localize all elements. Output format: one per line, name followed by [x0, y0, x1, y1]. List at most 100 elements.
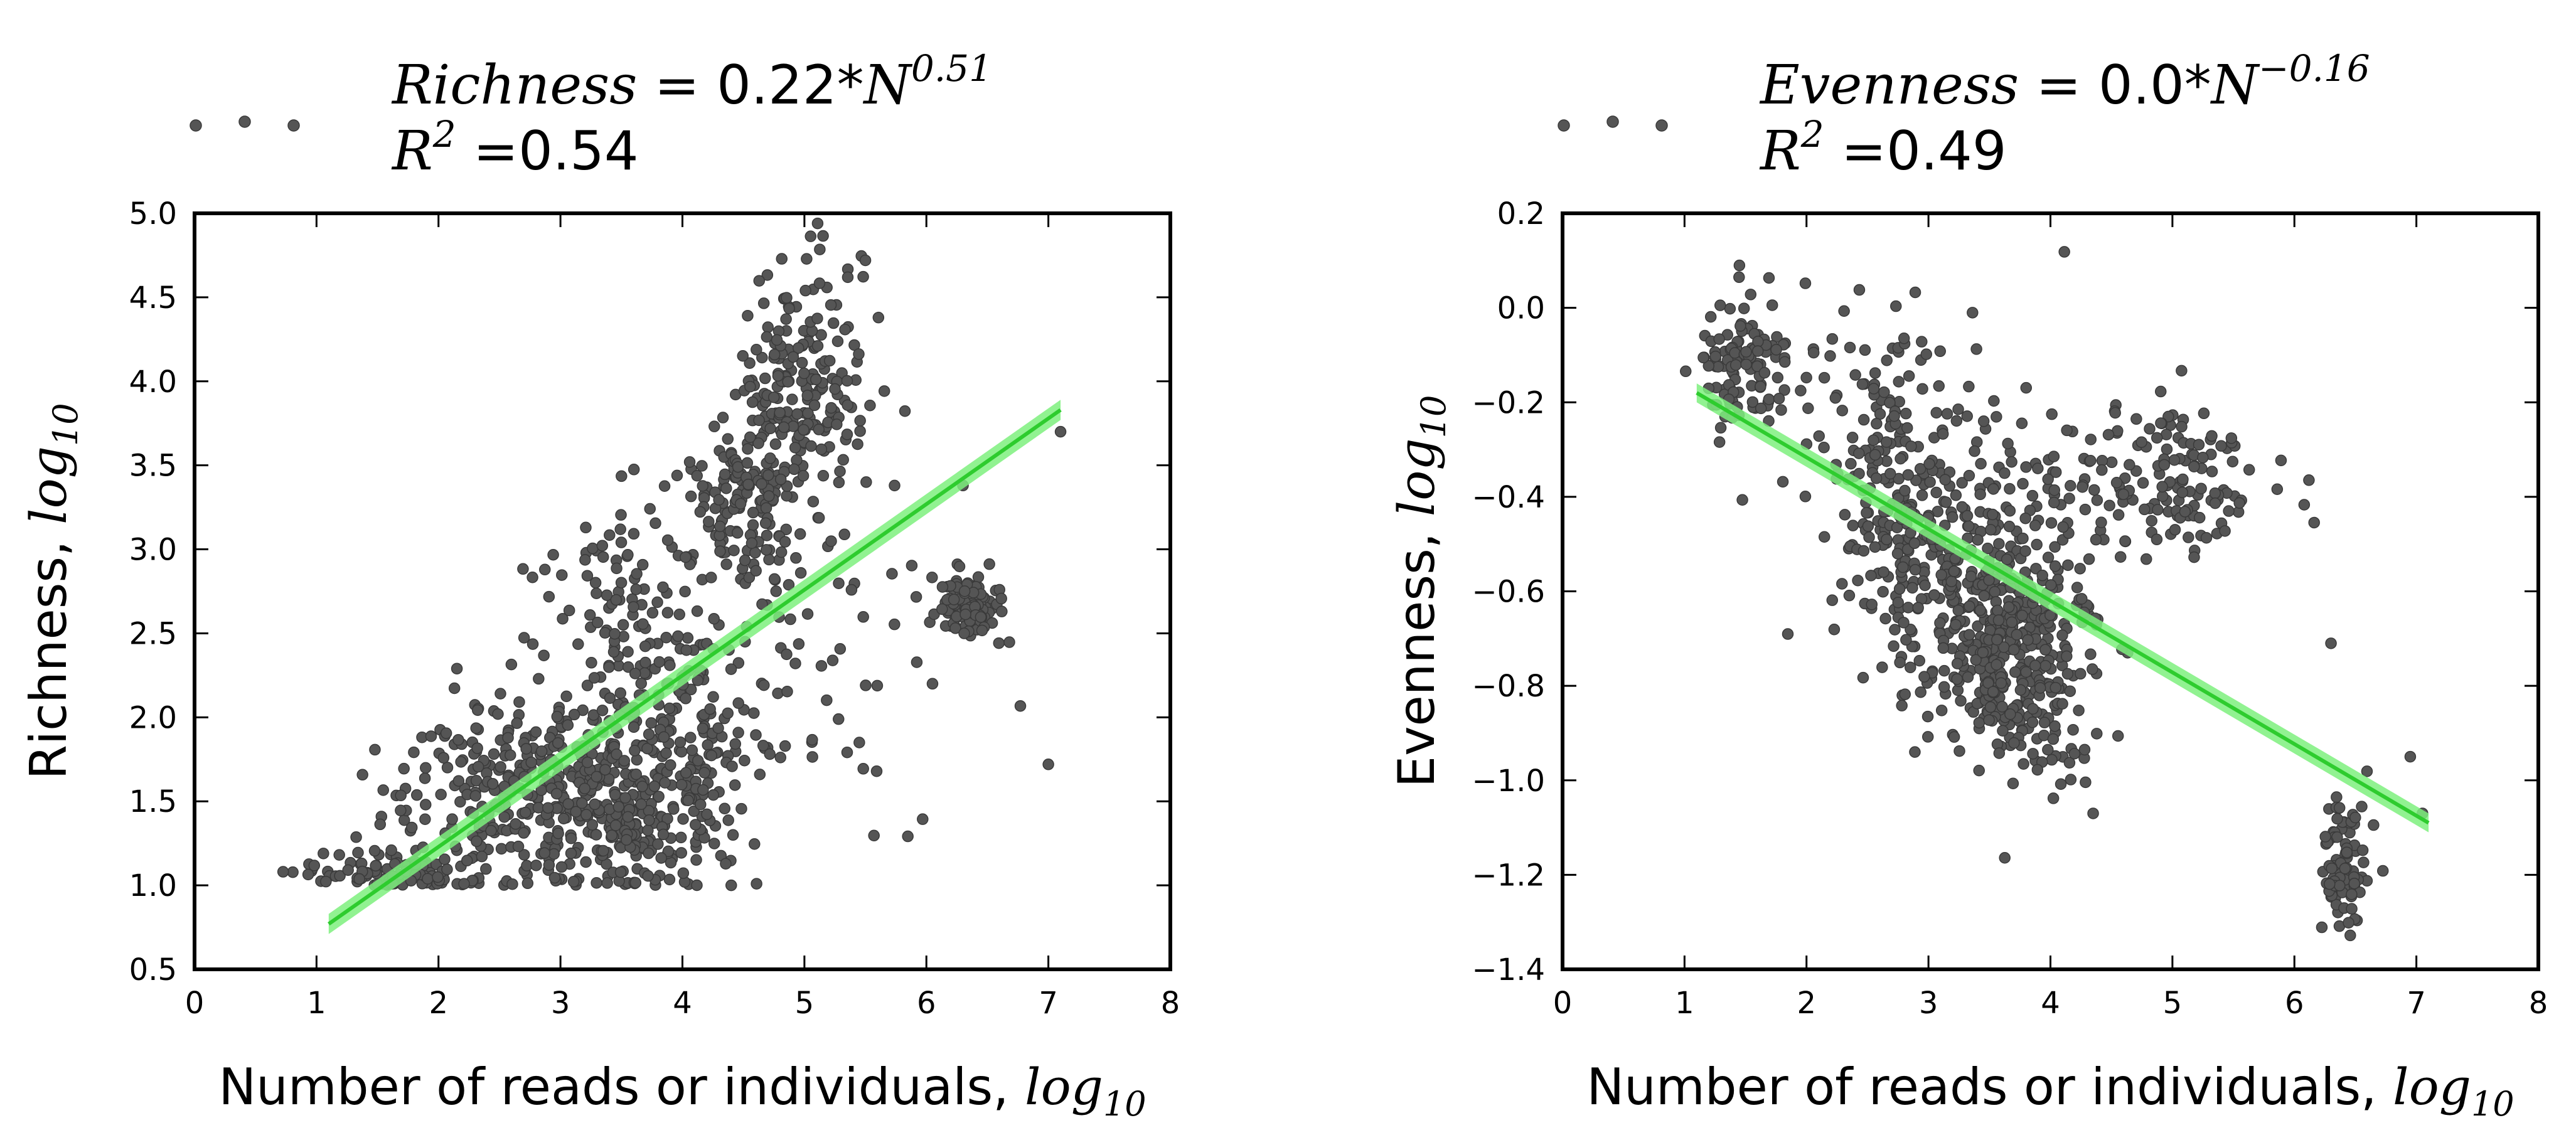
data-point	[1857, 671, 1869, 684]
chart-panel-1: 0 1 2 3 4 5 6 7 8 0.5 1.0 1.5 2.0 2.5 3.0 3.5 4.0 4.5 5.0 N…	[19, 47, 1180, 1124]
data-point	[1738, 302, 1750, 314]
data-point	[2006, 455, 2018, 468]
y-tick-label: −0.2	[1472, 385, 1545, 420]
data-point	[1888, 410, 1900, 422]
y-tick-label: 3.0	[129, 533, 177, 568]
data-point	[318, 848, 329, 860]
data-point	[663, 873, 676, 886]
data-point	[538, 649, 550, 661]
data-point	[1918, 671, 1930, 683]
data-point	[1807, 346, 1820, 359]
data-point	[1909, 746, 1921, 758]
data-point	[725, 879, 737, 892]
data-point	[1934, 617, 1946, 629]
data-point	[2308, 516, 2320, 529]
data-point	[1876, 661, 1888, 673]
data-point	[720, 858, 732, 870]
data-point	[1775, 404, 1787, 416]
data-point	[657, 828, 670, 841]
data-point	[2007, 777, 2019, 790]
data-point	[853, 737, 865, 748]
data-point	[1937, 428, 1949, 440]
data-point	[725, 663, 737, 675]
data-point	[615, 536, 628, 548]
data-point	[735, 802, 747, 815]
data-point	[910, 591, 922, 603]
data-point	[748, 707, 760, 719]
data-point	[1003, 636, 1015, 648]
data-point	[599, 764, 611, 776]
data-point	[1884, 467, 1896, 480]
data-point	[517, 563, 529, 575]
data-point	[889, 618, 901, 631]
data-point	[2014, 684, 2027, 696]
data-point	[1836, 578, 1848, 590]
data-point	[628, 464, 640, 476]
data-point	[853, 348, 865, 360]
x-tick-label: 4	[673, 986, 692, 1021]
data-point	[2031, 764, 2044, 776]
data-point	[845, 583, 858, 596]
data-point	[1729, 359, 1742, 371]
data-point	[2075, 668, 2087, 680]
data-point	[691, 605, 703, 617]
data-point	[470, 722, 482, 734]
data-point	[1862, 520, 1874, 532]
data-point	[2130, 413, 2142, 425]
data-point	[1828, 623, 1841, 636]
data-point	[1733, 259, 1746, 272]
data-point	[622, 549, 634, 561]
data-point	[1763, 393, 1775, 405]
data-point	[1878, 386, 1890, 398]
data-point	[579, 782, 591, 795]
data-point	[770, 585, 782, 597]
data-point	[621, 834, 633, 846]
data-point	[2042, 473, 2054, 486]
data-point	[953, 560, 966, 573]
data-point	[825, 299, 837, 311]
data-point	[505, 749, 516, 761]
data-point	[651, 596, 663, 609]
data-point	[756, 478, 767, 490]
data-point	[1898, 333, 1910, 344]
data-point	[1865, 570, 1877, 582]
data-point	[2088, 484, 2100, 496]
data-point	[682, 794, 694, 806]
data-point	[993, 637, 1005, 649]
data-point	[498, 811, 510, 823]
data-point	[597, 844, 609, 857]
data-point	[2056, 698, 2068, 710]
data-point	[2032, 462, 2044, 474]
data-point	[674, 736, 687, 748]
data-point	[1778, 384, 1790, 396]
data-point	[643, 814, 655, 826]
data-point	[761, 331, 773, 343]
data-point	[2017, 477, 2029, 490]
data-point	[742, 478, 754, 491]
data-point	[1921, 731, 1934, 743]
y-tick-label: 0.5	[129, 952, 177, 988]
x-tick-label: 1	[1675, 986, 1694, 1021]
data-point	[841, 429, 853, 440]
data-point	[2096, 464, 2108, 476]
data-point	[1881, 533, 1893, 546]
data-point	[664, 659, 676, 671]
data-point	[722, 433, 734, 445]
data-point	[591, 876, 602, 889]
data-point	[2018, 758, 2029, 770]
data-point	[1902, 469, 1915, 481]
data-point	[580, 521, 592, 534]
data-point	[1909, 563, 1921, 576]
data-point	[2067, 723, 2079, 736]
data-point	[2102, 429, 2115, 441]
data-point	[1977, 646, 1989, 659]
data-point	[758, 679, 770, 691]
data-point	[1870, 472, 1883, 484]
data-point	[813, 512, 825, 524]
data-point	[2061, 650, 2073, 663]
data-point	[769, 438, 782, 450]
data-point	[2046, 408, 2058, 420]
data-point	[1813, 430, 1825, 442]
data-point	[607, 646, 620, 658]
data-point	[1988, 395, 2000, 407]
